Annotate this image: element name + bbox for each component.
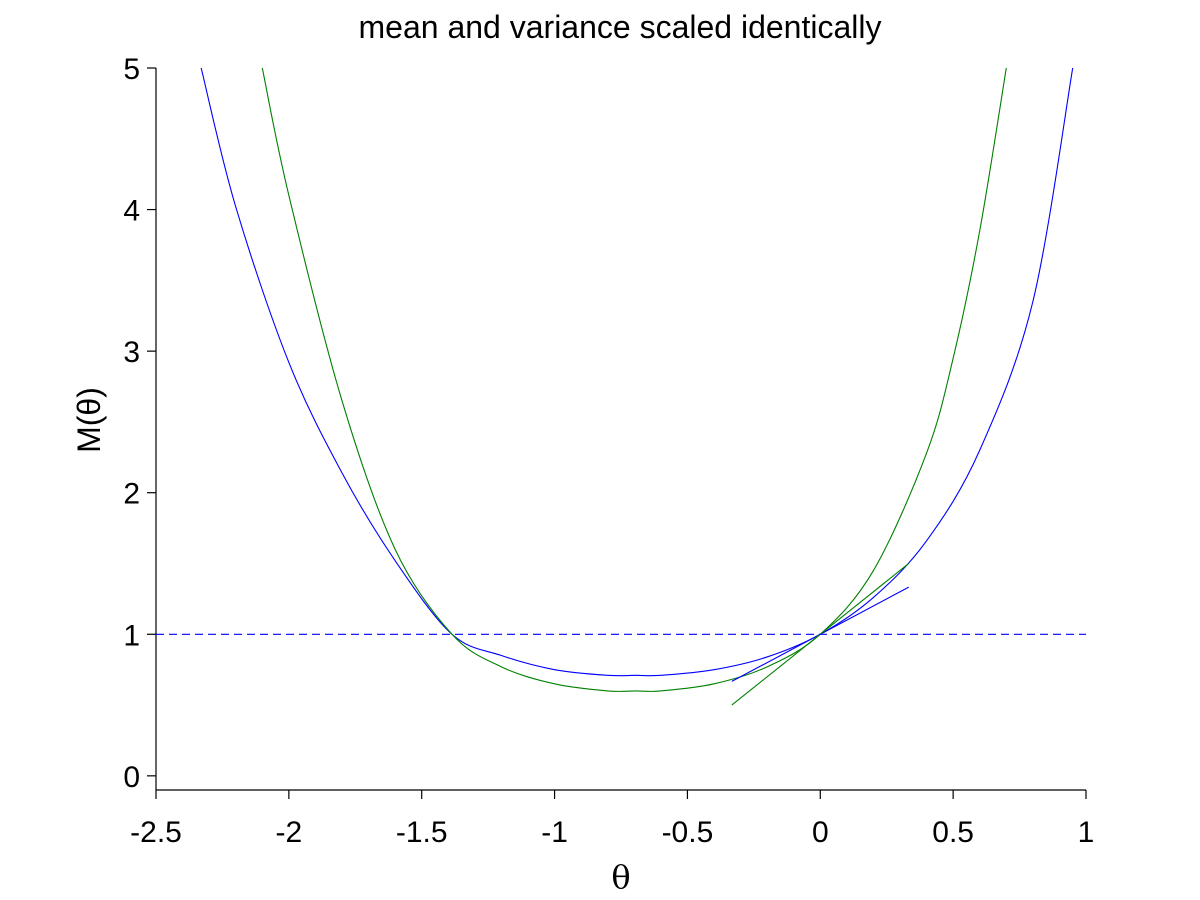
y-tick-label: 2 <box>123 478 140 511</box>
y-tick-label: 1 <box>123 619 140 652</box>
y-tick-label: 3 <box>123 336 140 369</box>
y-tick-label: 5 <box>123 53 140 86</box>
x-tick-label: -0.5 <box>662 816 714 849</box>
series-layer <box>156 68 1086 706</box>
x-tick-label: 1 <box>1078 816 1095 849</box>
series-line-1 <box>200 68 1074 677</box>
x-tick-label: -2.5 <box>130 816 182 849</box>
y-axis-label: M(θ) <box>71 387 107 453</box>
series-line-2 <box>261 68 1007 692</box>
x-tick-label: 0.5 <box>932 816 974 849</box>
x-tick-label: -1 <box>541 816 568 849</box>
x-tick-label: 0 <box>812 816 829 849</box>
chart-title: mean and variance scaled identically <box>359 9 882 45</box>
axes: -2.5 -2 -1.5 -1 -0.5 0 0.5 1 0 1 2 3 4 5 <box>123 53 1094 849</box>
x-tick-label: -1.5 <box>396 816 448 849</box>
x-tick-label: -2 <box>276 816 303 849</box>
x-axis-label: θ <box>611 858 630 896</box>
y-tick-label: 4 <box>123 195 140 228</box>
y-tick-label: 0 <box>123 761 140 794</box>
